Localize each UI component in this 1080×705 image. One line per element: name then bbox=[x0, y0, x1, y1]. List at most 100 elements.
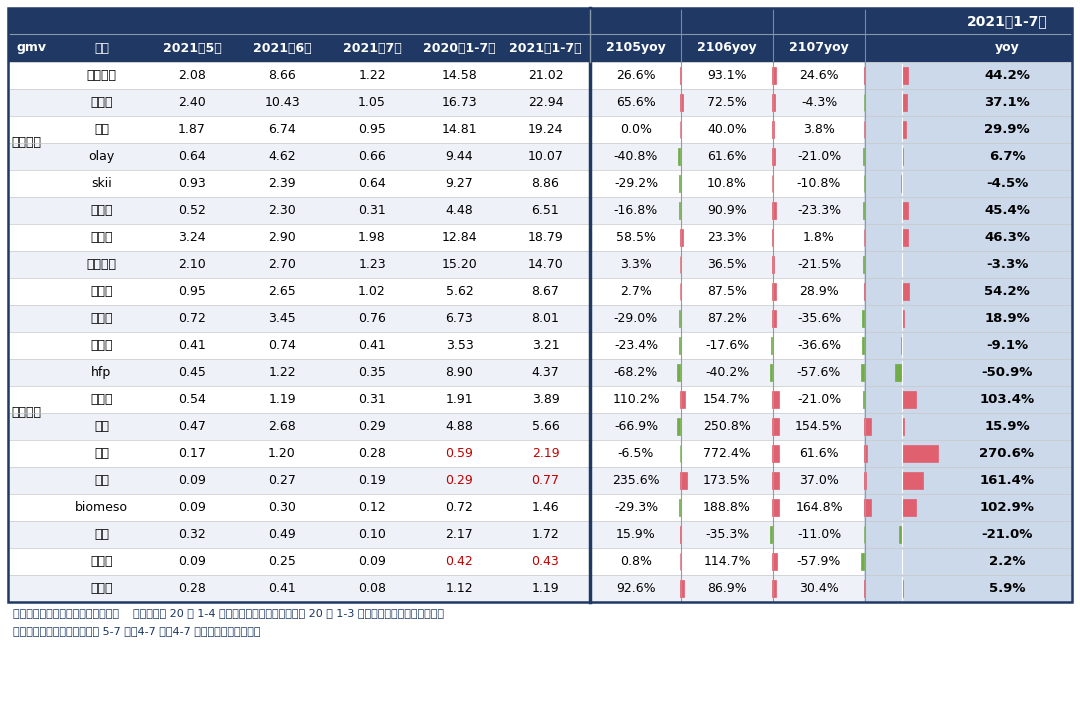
Text: 御泥坊: 御泥坊 bbox=[91, 339, 112, 352]
Text: 0.12: 0.12 bbox=[359, 501, 386, 514]
Text: -17.6%: -17.6% bbox=[705, 339, 750, 352]
Text: 61.6%: 61.6% bbox=[799, 447, 839, 460]
Text: 8.01: 8.01 bbox=[531, 312, 559, 325]
Text: 164.8%: 164.8% bbox=[795, 501, 842, 514]
Text: biomeso: biomeso bbox=[75, 501, 129, 514]
Bar bbox=[864, 494, 1072, 521]
Bar bbox=[864, 580, 865, 596]
Bar bbox=[592, 359, 864, 386]
Text: -35.3%: -35.3% bbox=[705, 528, 750, 541]
Bar bbox=[592, 116, 864, 143]
Text: 0.09: 0.09 bbox=[178, 474, 206, 487]
Bar bbox=[772, 553, 778, 570]
Text: 0.28: 0.28 bbox=[359, 447, 386, 460]
Text: 19.24: 19.24 bbox=[528, 123, 564, 136]
Text: 0.27: 0.27 bbox=[268, 474, 296, 487]
Bar bbox=[8, 332, 588, 359]
Text: 3.8%: 3.8% bbox=[804, 123, 835, 136]
Text: 0.77: 0.77 bbox=[531, 474, 559, 487]
Bar bbox=[772, 446, 779, 462]
Text: 品牌: 品牌 bbox=[94, 42, 109, 54]
Bar bbox=[772, 418, 779, 434]
Text: -57.6%: -57.6% bbox=[797, 366, 841, 379]
Bar bbox=[592, 89, 864, 116]
Bar bbox=[864, 548, 1072, 575]
Text: 0.19: 0.19 bbox=[359, 474, 386, 487]
Bar bbox=[592, 305, 864, 332]
Text: 0.32: 0.32 bbox=[178, 528, 206, 541]
Text: -23.4%: -23.4% bbox=[613, 339, 658, 352]
Text: -68.2%: -68.2% bbox=[613, 366, 658, 379]
Bar bbox=[592, 332, 864, 359]
Text: 173.5%: 173.5% bbox=[703, 474, 751, 487]
Bar bbox=[680, 68, 681, 84]
Bar bbox=[592, 170, 864, 197]
Text: 2.90: 2.90 bbox=[268, 231, 296, 244]
Bar bbox=[592, 62, 864, 89]
Bar bbox=[864, 386, 1072, 413]
Bar bbox=[592, 224, 864, 251]
Bar bbox=[592, 521, 864, 548]
Text: 2021年1-7月: 2021年1-7月 bbox=[967, 14, 1048, 28]
Text: 2021年6月: 2021年6月 bbox=[253, 42, 311, 54]
Bar bbox=[678, 310, 680, 326]
Bar bbox=[8, 494, 588, 521]
Bar bbox=[8, 467, 588, 494]
Text: 2107yoy: 2107yoy bbox=[789, 42, 849, 54]
Bar bbox=[8, 251, 588, 278]
Text: -36.6%: -36.6% bbox=[797, 339, 841, 352]
Text: 0.66: 0.66 bbox=[359, 150, 386, 163]
Bar bbox=[772, 472, 779, 489]
Bar bbox=[678, 499, 680, 515]
Text: 佰草集: 佰草集 bbox=[91, 582, 112, 595]
Text: 雅诗兰黛: 雅诗兰黛 bbox=[86, 69, 117, 82]
Bar bbox=[592, 548, 864, 575]
Bar bbox=[862, 338, 864, 354]
Text: 2.17: 2.17 bbox=[446, 528, 473, 541]
Text: 0.30: 0.30 bbox=[268, 501, 296, 514]
Text: 0.49: 0.49 bbox=[268, 528, 296, 541]
Text: 36.5%: 36.5% bbox=[707, 258, 747, 271]
Text: 26.6%: 26.6% bbox=[617, 69, 656, 82]
Bar bbox=[8, 62, 588, 89]
Text: 154.7%: 154.7% bbox=[703, 393, 751, 406]
Bar bbox=[772, 580, 775, 596]
Text: 3.21: 3.21 bbox=[531, 339, 559, 352]
Text: 14.70: 14.70 bbox=[528, 258, 564, 271]
Text: 1.72: 1.72 bbox=[531, 528, 559, 541]
Text: 1.02: 1.02 bbox=[359, 285, 386, 298]
Bar bbox=[864, 224, 1072, 251]
Text: 0.0%: 0.0% bbox=[620, 123, 652, 136]
Bar bbox=[902, 418, 904, 434]
Text: -10.8%: -10.8% bbox=[797, 177, 841, 190]
Text: 0.64: 0.64 bbox=[178, 150, 206, 163]
Text: 0.17: 0.17 bbox=[178, 447, 206, 460]
Bar bbox=[772, 94, 775, 111]
Bar bbox=[8, 197, 588, 224]
Text: 0.09: 0.09 bbox=[178, 501, 206, 514]
Text: 14.81: 14.81 bbox=[442, 123, 477, 136]
Bar bbox=[8, 116, 588, 143]
Text: 1.8%: 1.8% bbox=[804, 231, 835, 244]
Text: 国内品牌: 国内品牌 bbox=[12, 407, 41, 419]
Text: 0.08: 0.08 bbox=[357, 582, 386, 595]
Text: 0.25: 0.25 bbox=[268, 555, 296, 568]
Text: -40.2%: -40.2% bbox=[705, 366, 750, 379]
Text: 10.8%: 10.8% bbox=[707, 177, 747, 190]
Text: -6.5%: -6.5% bbox=[618, 447, 654, 460]
Text: 0.76: 0.76 bbox=[359, 312, 386, 325]
Bar bbox=[862, 364, 864, 381]
Text: -40.8%: -40.8% bbox=[613, 150, 658, 163]
Text: 0.31: 0.31 bbox=[359, 393, 386, 406]
Text: 154.5%: 154.5% bbox=[795, 420, 842, 433]
Text: 1.91: 1.91 bbox=[446, 393, 473, 406]
Text: hfp: hfp bbox=[92, 366, 111, 379]
Bar bbox=[772, 391, 779, 407]
Bar bbox=[864, 197, 1072, 224]
Text: 1.98: 1.98 bbox=[359, 231, 386, 244]
Bar bbox=[8, 143, 588, 170]
Text: 1.22: 1.22 bbox=[268, 366, 296, 379]
Text: 0.74: 0.74 bbox=[268, 339, 296, 352]
Bar bbox=[902, 446, 937, 462]
Bar bbox=[902, 283, 909, 300]
